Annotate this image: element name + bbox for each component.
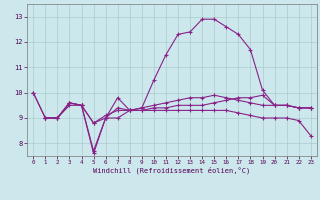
X-axis label: Windchill (Refroidissement éolien,°C): Windchill (Refroidissement éolien,°C) [93, 167, 251, 174]
